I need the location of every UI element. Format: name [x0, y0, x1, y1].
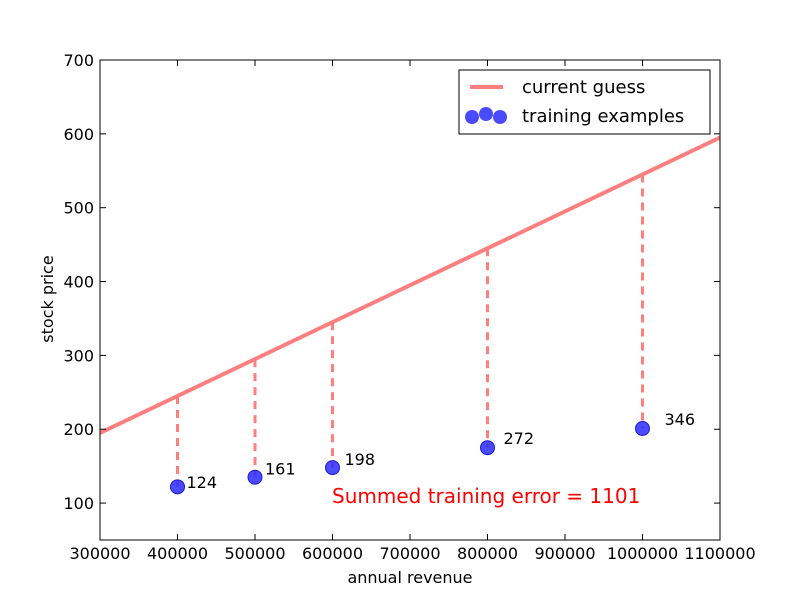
legend-marker: [479, 107, 493, 121]
legend-marker: [493, 110, 507, 124]
y-tick-label: 600: [63, 125, 94, 144]
current-guess-line: [100, 135, 720, 435]
x-tick-label: 600000: [302, 544, 363, 563]
y-tick-label: 400: [63, 273, 94, 292]
x-tick-label: 500000: [224, 544, 285, 563]
x-tick-label: 400000: [147, 544, 208, 563]
x-axis-label: annual revenue: [347, 568, 472, 587]
x-tick-label: 900000: [534, 544, 595, 563]
x-tick-label: 300000: [69, 544, 130, 563]
training-point: [635, 420, 650, 436]
legend-marker: [465, 110, 479, 124]
y-axis-label: stock price: [38, 255, 57, 342]
x-tick-label: 1000000: [607, 544, 678, 563]
point-value-label: 272: [504, 429, 535, 448]
x-tick-label: 1100000: [684, 544, 755, 563]
plot-content: [100, 135, 720, 495]
y-tick-label: 300: [63, 346, 94, 365]
legend: current guess training examples: [458, 69, 711, 135]
training-point: [480, 440, 495, 456]
x-tick-label: 700000: [379, 544, 440, 563]
y-tick-label: 200: [63, 420, 94, 439]
summed-error-annotation: Summed training error = 1101: [332, 484, 640, 508]
x-tick-label: 800000: [457, 544, 518, 563]
training-point: [325, 460, 340, 476]
y-tick-label: 500: [63, 199, 94, 218]
point-value-label: 346: [665, 410, 696, 429]
legend-label-training-examples: training examples: [522, 106, 684, 127]
legend-label-current-guess: current guess: [522, 77, 645, 98]
training-point: [247, 469, 263, 485]
point-value-label: 161: [265, 460, 296, 479]
y-tick-label: 100: [63, 494, 94, 513]
axis-ticks: 300000 400000 500000 600000 700000 800000 9000…: [63, 51, 755, 563]
training-point: [170, 479, 185, 495]
point-value-label: 198: [345, 450, 376, 469]
point-value-label: 124: [187, 473, 218, 492]
y-tick-label: 700: [63, 51, 94, 70]
